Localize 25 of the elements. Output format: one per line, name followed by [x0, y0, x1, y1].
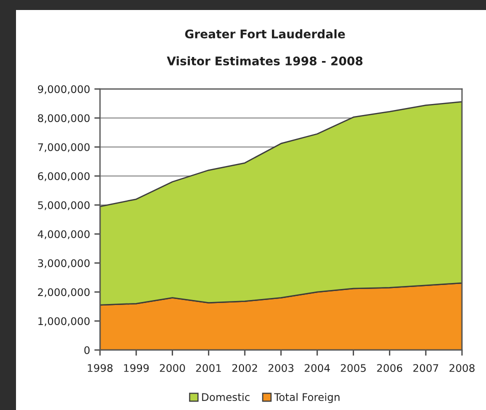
y-tick-label: 1,000,000 — [38, 317, 90, 326]
x-tick-label: 2005 — [340, 364, 366, 372]
legend-label: Total Foreign — [274, 392, 340, 404]
chart-title: Greater Fort Lauderdale — [185, 29, 345, 38]
y-tick-label: 6,000,000 — [38, 172, 90, 182]
y-tick-label: 0 — [84, 346, 90, 354]
x-tick-label: 2008 — [450, 364, 475, 372]
x-tick-label: 2004 — [304, 364, 330, 372]
chart-subtitle: Visitor Estimates 1998 - 2008 — [166, 56, 362, 66]
y-tick-label: 5,000,000 — [38, 201, 90, 210]
y-tick-label: 2,000,000 — [38, 288, 90, 298]
x-tick-label: 1999 — [124, 364, 149, 372]
x-tick-label: 2000 — [160, 364, 185, 372]
y-tick-label: 8,000,000 — [38, 114, 90, 124]
x-tick-label: 2002 — [232, 364, 258, 372]
y-tick-label: 3,000,000 — [38, 259, 90, 268]
y-tick-label: 4,000,000 — [38, 230, 90, 240]
y-tick-label: 7,000,000 — [38, 143, 90, 152]
y-tick-label: 9,000,000 — [38, 85, 90, 94]
x-tick-label: 1998 — [88, 364, 113, 372]
x-tick-label: 2007 — [413, 364, 438, 372]
x-tick-label: 2006 — [377, 364, 402, 372]
x-tick-label: 2003 — [268, 364, 294, 372]
legend-label: Domestic — [202, 392, 250, 402]
x-tick-label: 2001 — [196, 364, 221, 372]
